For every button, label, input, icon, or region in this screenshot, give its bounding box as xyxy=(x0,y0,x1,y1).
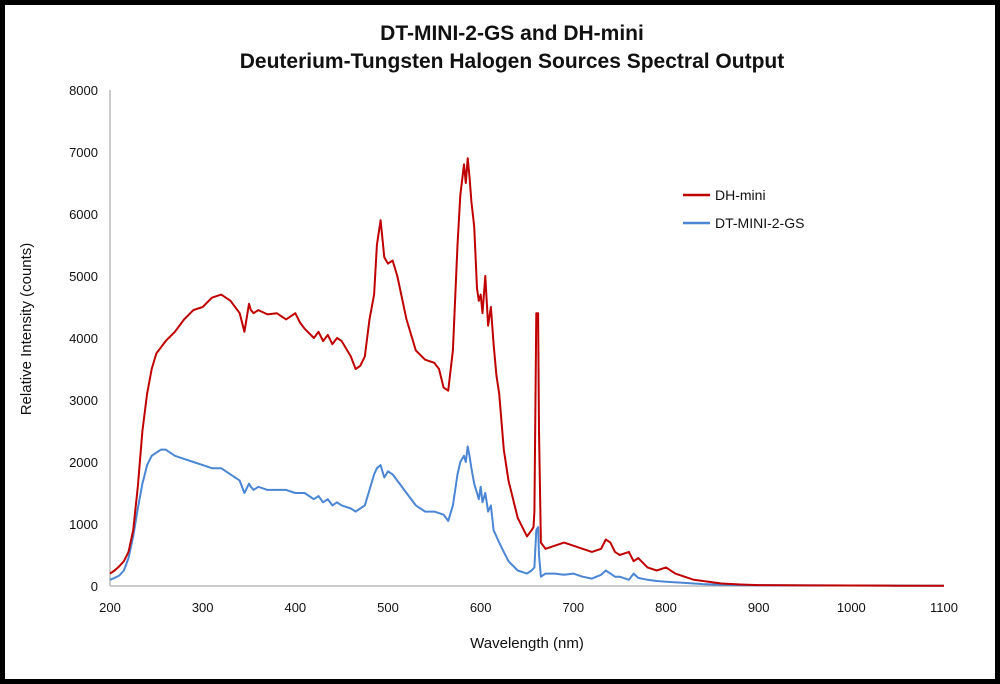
axes: 200 300 400 500 600 700 800 900 1000 1100 0 1000 200… xyxy=(69,83,958,615)
y-axis-label: Relative Intensity (counts) xyxy=(18,243,35,416)
x-tick-label: 300 xyxy=(192,600,214,615)
chart-subtitle: Deuterium-Tungsten Halogen Sources Spect… xyxy=(240,50,785,73)
y-tick-label: 5000 xyxy=(69,269,98,284)
x-tick-label: 500 xyxy=(377,600,399,615)
y-tick-label: 6000 xyxy=(69,207,98,222)
series-line-dh-mini xyxy=(109,157,945,587)
y-tick-label: 7000 xyxy=(69,145,98,160)
y-tick-label: 0 xyxy=(91,579,98,594)
y-tick-label: 2000 xyxy=(69,455,98,470)
x-tick-label: 900 xyxy=(748,600,770,615)
y-tick-label: 4000 xyxy=(69,331,98,346)
x-tick-label: 700 xyxy=(562,600,584,615)
x-tick-label: 200 xyxy=(99,600,121,615)
x-tick-label: 800 xyxy=(655,600,677,615)
series-line-dt-mini-2-gs xyxy=(109,445,945,587)
y-tick-label: 1000 xyxy=(69,517,98,532)
x-tick-label: 600 xyxy=(470,600,492,615)
legend-entry: DH-mini xyxy=(715,187,766,203)
y-tick-label: 3000 xyxy=(69,393,98,408)
x-tick-label: 1000 xyxy=(837,600,866,615)
chart-title: DT-MINI-2-GS and DH-mini xyxy=(380,22,644,45)
legend-entry: DT-MINI-2-GS xyxy=(715,215,804,231)
x-axis-label: Wavelength (nm) xyxy=(470,635,584,652)
x-tick-label: 1100 xyxy=(930,600,958,615)
y-tick-label: 8000 xyxy=(69,83,98,98)
x-tick-label: 400 xyxy=(284,600,306,615)
series-layer xyxy=(109,157,945,587)
legend: DH-mini DT-MINI-2-GS xyxy=(683,187,804,231)
chart-frame xyxy=(5,5,995,679)
